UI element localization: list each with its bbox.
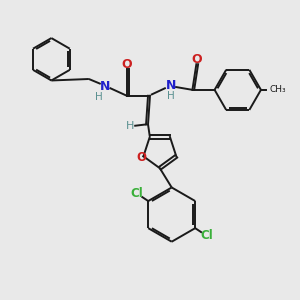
Text: H: H (95, 92, 103, 102)
Text: O: O (122, 58, 132, 71)
Text: H: H (126, 121, 134, 131)
Text: O: O (191, 53, 202, 66)
Text: N: N (100, 80, 110, 93)
Text: Cl: Cl (130, 187, 143, 200)
Text: O: O (137, 151, 147, 164)
Text: H: H (167, 91, 175, 101)
Text: N: N (166, 80, 176, 92)
Text: Cl: Cl (201, 229, 213, 242)
Text: CH₃: CH₃ (269, 85, 286, 94)
